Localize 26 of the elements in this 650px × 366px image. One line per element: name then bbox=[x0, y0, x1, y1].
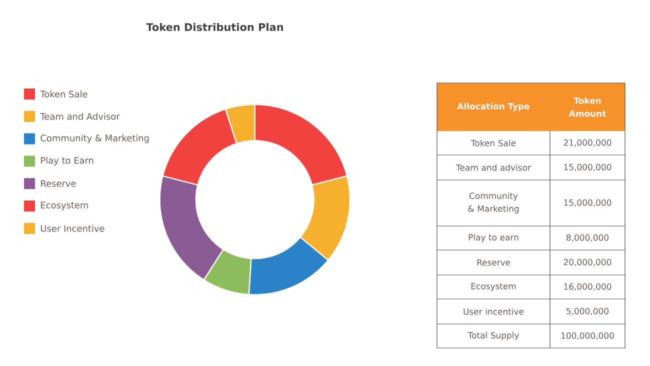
text: Play to earn bbox=[468, 234, 518, 242]
legend-label: Team and Advisor bbox=[40, 112, 120, 120]
text: Reserve bbox=[477, 259, 510, 266]
text: 15,000,000 bbox=[564, 199, 612, 207]
legend-label: Ecosystem bbox=[41, 202, 88, 210]
text: 8,000,000 bbox=[566, 234, 608, 242]
text: Team and advisor bbox=[456, 164, 531, 171]
text: 100,000,000 bbox=[562, 332, 614, 340]
text: 16,000,000 bbox=[564, 283, 612, 291]
legend-label: User Incentive bbox=[40, 224, 104, 232]
text: 20,000,000 bbox=[564, 258, 612, 266]
text: 21,000,000 bbox=[564, 139, 612, 147]
legend-label: Reserve bbox=[41, 180, 76, 187]
text: Token Sale bbox=[470, 140, 516, 146]
text: Ecosystem bbox=[471, 283, 516, 291]
text: 5,000,000 bbox=[566, 308, 608, 316]
legend-label: Community & Marketing bbox=[40, 134, 149, 144]
legend-label: Play to Earn bbox=[41, 156, 94, 166]
text: Allocation Type bbox=[457, 102, 530, 112]
chart-title: Token Distribution Plan bbox=[146, 22, 283, 32]
text: Total Supply bbox=[468, 332, 519, 340]
text: Community & Marketing bbox=[468, 192, 519, 214]
text: User incentive bbox=[464, 308, 524, 315]
text: Token Amount bbox=[568, 97, 606, 117]
text: 15,000,000 bbox=[564, 164, 612, 172]
legend-label: Token Sale bbox=[40, 90, 88, 98]
